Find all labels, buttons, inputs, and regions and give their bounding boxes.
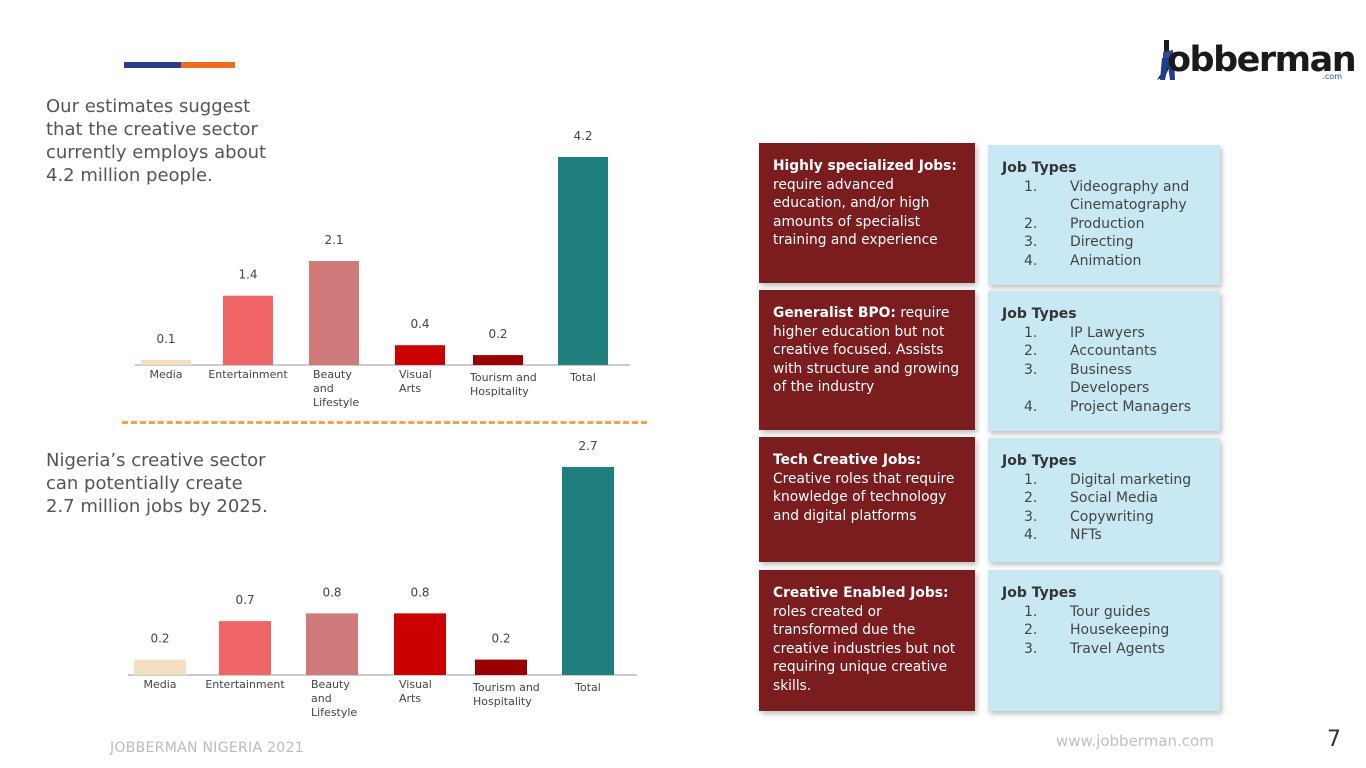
bar-visual_arts xyxy=(395,345,445,365)
intro-text-current: Our estimates suggest that the creative … xyxy=(46,96,267,186)
job-types-generalist-bpo: Job Types 1. IP Lawyers 2. Accountants 3. B… xyxy=(988,291,1220,431)
category-label: Total xyxy=(569,371,596,384)
data-label: 0.8 xyxy=(322,585,341,599)
list-item: 2. Production xyxy=(1024,215,1145,232)
job-types-highly-specialized: Job Types 1. Videography and Cinematograp… xyxy=(988,145,1220,285)
category-label: Media xyxy=(143,678,176,691)
data-label: 0.2 xyxy=(488,327,507,341)
accent-bar-blue xyxy=(124,62,181,68)
accent-bar-orange xyxy=(181,62,235,68)
card-title: Tech Creative Jobs: xyxy=(773,452,922,468)
job-types-list: 1. Tour guides 2. Housekeeping 3. Travel Ag… xyxy=(1002,603,1210,659)
data-label: 0.2 xyxy=(491,632,510,646)
data-label: 0.8 xyxy=(410,585,429,599)
card-desc: roles created or transformed due the cre… xyxy=(773,603,956,694)
card-title: Highly specialized Jobs: xyxy=(773,158,957,174)
data-label: 2.1 xyxy=(324,233,343,247)
card-title: Generalist BPO: xyxy=(773,305,896,321)
list-item: 4. NFTs xyxy=(1024,527,1102,543)
card-desc: require advanced education, and/or high … xyxy=(773,176,938,249)
job-types-label: Job Types xyxy=(1002,306,1077,322)
card-highly-specialized: Highly specialized Jobs: require advance… xyxy=(759,143,975,283)
list-item: 3. Travel Agents xyxy=(1024,640,1165,657)
category-label: Visual Arts xyxy=(399,678,432,705)
list-item: 2. Social Media xyxy=(1024,490,1159,506)
category-label: Beauty and Lifestyle xyxy=(313,368,359,409)
bar-media xyxy=(141,360,191,365)
list-item: 3. Directing xyxy=(1024,234,1134,250)
bar-media xyxy=(134,659,186,675)
job-types-creative-enabled: Job Types 1. Tour guides 2. Housekeeping 3… xyxy=(988,570,1220,711)
card-tech-creative: Tech Creative Jobs: Creative roles that … xyxy=(759,437,975,562)
category-label: Entertainment xyxy=(208,368,288,381)
card-generalist-bpo: Generalist BPO: require higher education… xyxy=(759,290,975,430)
category-label: Tourism and Hospitality xyxy=(472,681,540,708)
logo-figure-icon xyxy=(1157,40,1175,80)
data-label: 0.7 xyxy=(235,593,254,607)
intro-text-potential: Nigeria’s creative sector can potentiall… xyxy=(46,450,268,517)
job-types-list: 1. Videography and Cinematography 2. Produ… xyxy=(1002,178,1210,271)
chart-potential-jobs: 0.2 Media 0.7 Entertainment 0.8 Beauty and Life… xyxy=(0,0,700,740)
bar-visual_arts xyxy=(394,613,446,675)
data-label: 2.7 xyxy=(578,439,597,453)
bar-total xyxy=(562,467,614,675)
data-label: 0.1 xyxy=(156,332,175,346)
category-label: Beauty and Lifestyle xyxy=(311,678,357,719)
section-divider xyxy=(122,421,647,424)
job-types-label: Job Types xyxy=(1002,453,1077,469)
job-types-label: Job Types xyxy=(1002,160,1077,176)
bar-tourism xyxy=(473,355,523,365)
card-desc: require higher education but not creativ… xyxy=(773,305,960,395)
job-types-list: 1. Digital marketing 2. Social Media 3. Cop… xyxy=(1002,471,1210,545)
page-number: 7 xyxy=(1327,727,1341,752)
bar-beauty xyxy=(306,613,358,675)
bar-entertainment xyxy=(223,295,273,365)
data-label: 1.4 xyxy=(238,268,257,282)
list-item: 2. Accountants xyxy=(1024,343,1157,359)
list-item: 2. Housekeeping xyxy=(1024,622,1170,638)
data-label: 0.2 xyxy=(150,632,169,646)
chart-current-employment: 0.1 Media 1.4 Entertainment 2.1 Beauty and Life… xyxy=(0,0,700,420)
job-types-list: 1. IP Lawyers 2. Accountants 3. Business De… xyxy=(1002,324,1210,417)
list-item: 1. IP Lawyers xyxy=(1024,324,1145,341)
chart-potential-svg: 0.2 Media 0.7 Entertainment 0.8 Beauty and Life… xyxy=(128,439,637,719)
footer-url[interactable]: www.jobberman.com xyxy=(1056,732,1214,750)
bar-entertainment xyxy=(219,621,271,675)
footer-brand: JOBBERMAN NIGERIA 2021 xyxy=(110,740,304,756)
category-label: Visual Arts xyxy=(399,368,432,395)
list-item: 4. Project Managers xyxy=(1024,398,1192,415)
card-desc: Creative roles that require knowledge of… xyxy=(773,470,955,524)
list-item: 1. Digital marketing xyxy=(1024,471,1192,488)
bar-total xyxy=(558,157,608,365)
data-label: 0.4 xyxy=(410,317,429,331)
data-label: 4.2 xyxy=(573,129,592,143)
job-types-label: Job Types xyxy=(1002,585,1077,601)
card-title: Creative Enabled Jobs: xyxy=(773,585,949,601)
list-item: 3. Copywriting xyxy=(1024,508,1154,525)
card-creative-enabled: Creative Enabled Jobs: roles created or … xyxy=(759,570,975,711)
category-label: Tourism and Hospitality xyxy=(469,371,537,398)
category-label: Total xyxy=(574,681,601,694)
list-item: 1. Tour guides xyxy=(1024,603,1151,620)
jobberman-logo: obberman .com xyxy=(1153,38,1357,86)
list-item: 3. Business Developers xyxy=(1024,361,1150,397)
bar-beauty xyxy=(309,261,359,365)
list-item: 1. Videography and Cinematography xyxy=(1024,178,1190,214)
job-types-tech-creative: Job Types 1. Digital marketing 2. Social M… xyxy=(988,438,1220,562)
category-label: Media xyxy=(149,368,182,381)
category-label: Entertainment xyxy=(205,678,285,691)
logo-com: .com xyxy=(1322,72,1342,81)
bar-tourism xyxy=(475,659,527,675)
list-item: 4. Animation xyxy=(1024,252,1142,269)
chart-current-svg: 0.1 Media 1.4 Entertainment 2.1 Beauty and Life… xyxy=(135,129,630,409)
logo-text: obberman xyxy=(1167,40,1357,80)
